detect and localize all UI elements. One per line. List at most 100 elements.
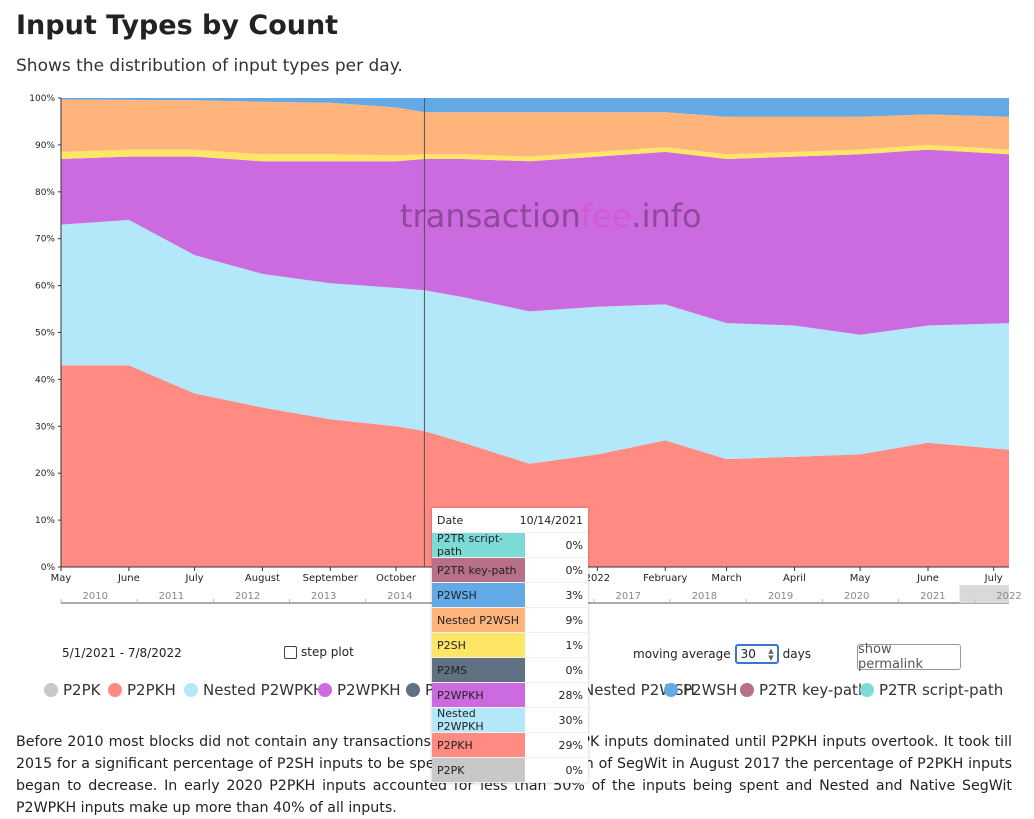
legend-item-p2tr-script-path[interactable]: P2TR script-path: [860, 681, 1003, 699]
area-nested-p2wsh: [61, 99, 1009, 157]
overview-year-label: 2012: [235, 591, 260, 602]
overview-year-label: 2010: [83, 591, 108, 602]
area-nested-p2wpkh: [61, 219, 1009, 464]
overview-year-label: 2018: [692, 591, 717, 602]
y-tick-label: 80%: [35, 188, 55, 198]
legend-item-p2tr-key-path[interactable]: P2TR key-path: [740, 681, 867, 699]
legend-label: P2WPKH: [337, 681, 401, 699]
tooltip-series-label: Nested P2WSH: [432, 608, 525, 632]
page-title: Input Types by Count: [16, 10, 339, 41]
tooltip-series-label: P2TR script-path: [432, 532, 525, 558]
x-tick-label: May: [850, 573, 871, 584]
legend-item-p2pk[interactable]: P2PK: [44, 681, 100, 699]
legend-label: Nested P2WPKH: [203, 681, 325, 699]
x-tick-label: April: [783, 573, 806, 584]
overview-year-label: 2020: [844, 591, 869, 602]
tooltip-series-label: P2PK: [432, 758, 525, 782]
tooltip-row: P2WPKH 28%: [432, 683, 588, 708]
overview-year-label: 2019: [768, 591, 793, 602]
x-tick-label: June: [916, 573, 939, 584]
tooltip-date-value: 10/14/2021: [519, 513, 583, 527]
x-tick-label: February: [643, 573, 687, 584]
y-tick-label: 70%: [35, 235, 55, 245]
tooltip-date-label: Date: [437, 513, 464, 527]
tooltip-series-label: P2TR key-path: [432, 558, 525, 582]
x-tick-label: October: [376, 573, 417, 584]
legend-item-p2pkh[interactable]: P2PKH: [108, 681, 176, 699]
tooltip-series-value: 9%: [565, 613, 583, 627]
show-permalink-button[interactable]: show permalink: [857, 642, 961, 672]
moving-average-label: moving average: [633, 647, 731, 661]
legend-label: P2WSH: [683, 681, 738, 699]
area-p2wsh: [61, 98, 1009, 117]
tooltip-row: P2PKH 29%: [432, 733, 588, 758]
step-plot-label: step plot: [301, 645, 354, 659]
tooltip-row: P2SH 1%: [432, 633, 588, 658]
y-tick-label: 40%: [35, 375, 55, 385]
legend-swatch: [664, 683, 678, 697]
stacked-areas: [61, 98, 1009, 567]
legend-swatch: [44, 683, 58, 697]
tooltip-series-value: 30%: [558, 713, 583, 727]
step-plot-checkbox[interactable]: [284, 645, 297, 659]
y-tick-label: 100%: [29, 94, 55, 104]
tooltip-series-value: 1%: [565, 638, 583, 652]
legend-swatch: [184, 683, 198, 697]
y-tick-label: 50%: [35, 329, 55, 339]
legend-swatch: [108, 683, 122, 697]
y-tick-label: 90%: [35, 141, 55, 151]
stepper-arrows-icon[interactable]: ▲ ▼: [768, 647, 774, 662]
tooltip-series-label: P2WSH: [432, 583, 525, 607]
page-subtitle: Shows the distribution of input types pe…: [16, 56, 403, 76]
legend-item-nested-p2wpkh[interactable]: Nested P2WPKH: [184, 681, 324, 699]
legend-label: P2PK: [63, 681, 101, 699]
area-p2pkh: [61, 365, 1009, 567]
overview-year-label: 2021: [920, 591, 945, 602]
tooltip-series-value: 29%: [558, 738, 583, 752]
tooltip-date-row: Date 10/14/2021: [432, 508, 588, 533]
legend-item-p2wpkh[interactable]: P2WPKH: [318, 681, 401, 699]
y-tick-label: 30%: [35, 422, 55, 432]
overview-selection-handle[interactable]: [959, 585, 1009, 603]
tooltip-row: P2MS 0%: [432, 658, 588, 683]
watermark: transactionfee.info: [400, 197, 702, 235]
chart-tooltip: Date 10/14/2021 P2TR script-path 0% P2TR k…: [432, 508, 588, 783]
step-plot-toggle[interactable]: step plot: [284, 645, 354, 659]
tooltip-series-label: P2WPKH: [432, 683, 525, 707]
tooltip-series-value: 0%: [565, 763, 583, 777]
range-overview[interactable]: 2010201120122013201420152016201720182019…: [60, 585, 1022, 604]
area-p2wpkh: [61, 149, 1009, 335]
tooltip-series-value: 28%: [558, 688, 583, 702]
y-axis: 0% 10% 20% 30% 40% 50% 60% 70% 80% 90% 100%: [29, 94, 62, 573]
tooltip-series-value: 0%: [565, 538, 583, 552]
tooltip-series-value: 3%: [565, 588, 583, 602]
x-tick-label: July: [984, 573, 1003, 584]
legend-label: P2TR script-path: [879, 681, 1004, 699]
legend-item-p2wsh[interactable]: P2WSH: [664, 681, 737, 699]
days-label: days: [782, 647, 811, 661]
overview-year-label: 2013: [311, 591, 336, 602]
tooltip-row: P2PK 0%: [432, 758, 588, 783]
x-tick-label: 2022: [585, 573, 610, 584]
tooltip-series-label: P2PKH: [432, 733, 525, 757]
tooltip-series-value: 0%: [565, 663, 583, 677]
tooltip-series-label: Nested P2WPKH: [432, 707, 525, 733]
tooltip-series-value: 0%: [565, 563, 583, 577]
moving-average-input[interactable]: 30 ▲ ▼: [734, 644, 779, 664]
legend-swatch: [860, 683, 874, 697]
tooltip-row: P2WSH 3%: [432, 583, 588, 608]
y-tick-label: 60%: [35, 282, 55, 292]
y-tick-label: 10%: [35, 516, 55, 526]
overview-year-label: 2017: [616, 591, 641, 602]
overview-year-label: 2022: [996, 591, 1021, 602]
legend-swatch: [406, 683, 420, 697]
moving-average-control: moving average 30 ▲ ▼ days: [633, 644, 811, 664]
input-types-chart[interactable]: 0% 10% 20% 30% 40% 50% 60% 70% 80% 90% 100% May Jun…: [0, 88, 1034, 608]
x-tick-label: September: [303, 573, 359, 584]
y-tick-label: 0%: [41, 563, 56, 573]
area-p2sh: [61, 144, 1009, 162]
x-tick-label: March: [711, 573, 741, 584]
y-tick-label: 20%: [35, 469, 55, 479]
tooltip-series-label: P2MS: [432, 658, 525, 682]
tooltip-row: P2TR key-path 0%: [432, 558, 588, 583]
